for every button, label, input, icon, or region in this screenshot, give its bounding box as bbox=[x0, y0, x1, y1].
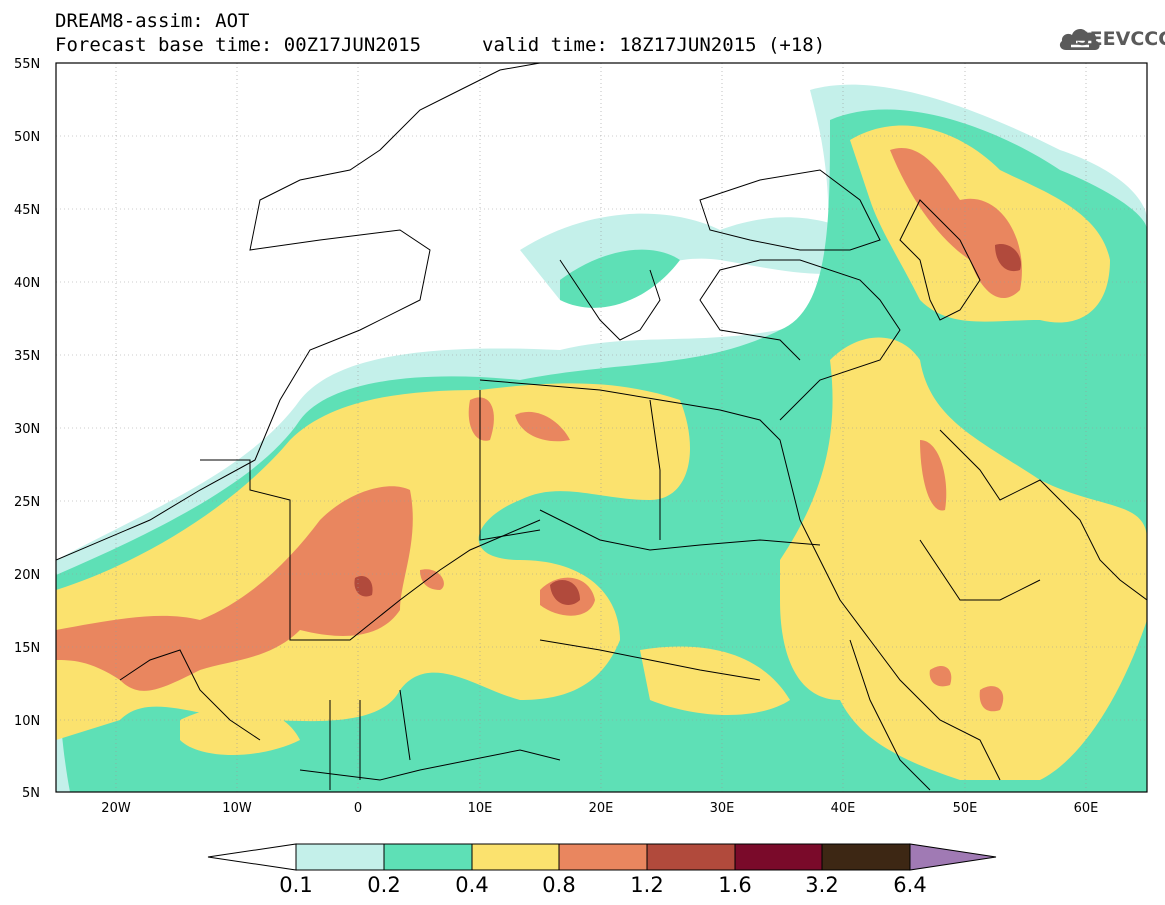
colorbar-swatch bbox=[558, 843, 648, 871]
colorbar-label: 6.4 bbox=[893, 873, 926, 897]
colorbar-swatch bbox=[383, 843, 473, 871]
lat-tick: 20N bbox=[14, 568, 40, 583]
colorbar-swatch bbox=[295, 843, 385, 871]
lat-tick: 40N bbox=[14, 276, 40, 291]
colorbar-swatch bbox=[734, 843, 823, 871]
colorbar-label: 1.2 bbox=[630, 873, 663, 897]
seevccc-logo-text: SEEVCCC bbox=[1076, 28, 1165, 50]
valid-time-label: valid time: 18Z17JUN2015 (+18) bbox=[482, 34, 826, 56]
coastlines bbox=[56, 63, 1147, 791]
lat-tick: 55N bbox=[14, 57, 40, 72]
lon-tick: 0 bbox=[354, 801, 362, 816]
colorbar-label: 1.6 bbox=[718, 873, 751, 897]
lat-tick: 35N bbox=[14, 349, 40, 364]
colorbar-label: 0.8 bbox=[542, 873, 575, 897]
lon-tick: 50E bbox=[953, 801, 978, 816]
colorbar-swatch bbox=[646, 843, 736, 871]
base-time-label: Forecast base time: 00Z17JUN2015 bbox=[55, 34, 422, 56]
lat-tick: 45N bbox=[14, 203, 40, 218]
colorbar-label: 3.2 bbox=[805, 873, 838, 897]
colorbar-over bbox=[909, 843, 997, 871]
map-title: DREAM8-assim: AOT bbox=[55, 10, 250, 32]
lat-tick: 50N bbox=[14, 130, 40, 145]
colorbar-label: 0.4 bbox=[455, 873, 488, 897]
lat-tick: 30N bbox=[14, 422, 40, 437]
lon-tick: 60E bbox=[1074, 801, 1099, 816]
colorbar bbox=[207, 843, 997, 871]
colorbar-label: 0.2 bbox=[367, 873, 400, 897]
lon-tick: 30E bbox=[710, 801, 735, 816]
aot-band-1-2 bbox=[354, 244, 1021, 605]
map-frame bbox=[55, 62, 1148, 793]
lon-tick-labels: 20W 10W 0 10E 20E 30E 40E 50E 60E bbox=[101, 801, 1098, 816]
lon-tick: 20W bbox=[101, 801, 131, 816]
lat-tick: 5N bbox=[22, 786, 40, 801]
cloud-icon bbox=[1059, 29, 1100, 50]
colorbar-swatch bbox=[821, 843, 911, 871]
lat-tick: 10N bbox=[14, 714, 40, 729]
lon-tick: 40E bbox=[831, 801, 856, 816]
lon-tick: 10W bbox=[222, 801, 252, 816]
lon-tick: 10E bbox=[468, 801, 493, 816]
lat-tick: 25N bbox=[14, 495, 40, 510]
colorbar-under bbox=[207, 843, 297, 871]
colorbar-label: 0.1 bbox=[279, 873, 312, 897]
lon-tick: 20E bbox=[589, 801, 614, 816]
colorbar-swatch bbox=[471, 843, 560, 871]
lat-tick: 15N bbox=[14, 641, 40, 656]
colorbar-labels: 0.1 0.2 0.4 0.8 1.2 1.6 3.2 6.4 bbox=[279, 873, 926, 897]
lat-tick-labels: 55N 50N 45N 40N 35N 30N 25N 20N 15N 10N … bbox=[14, 57, 40, 801]
